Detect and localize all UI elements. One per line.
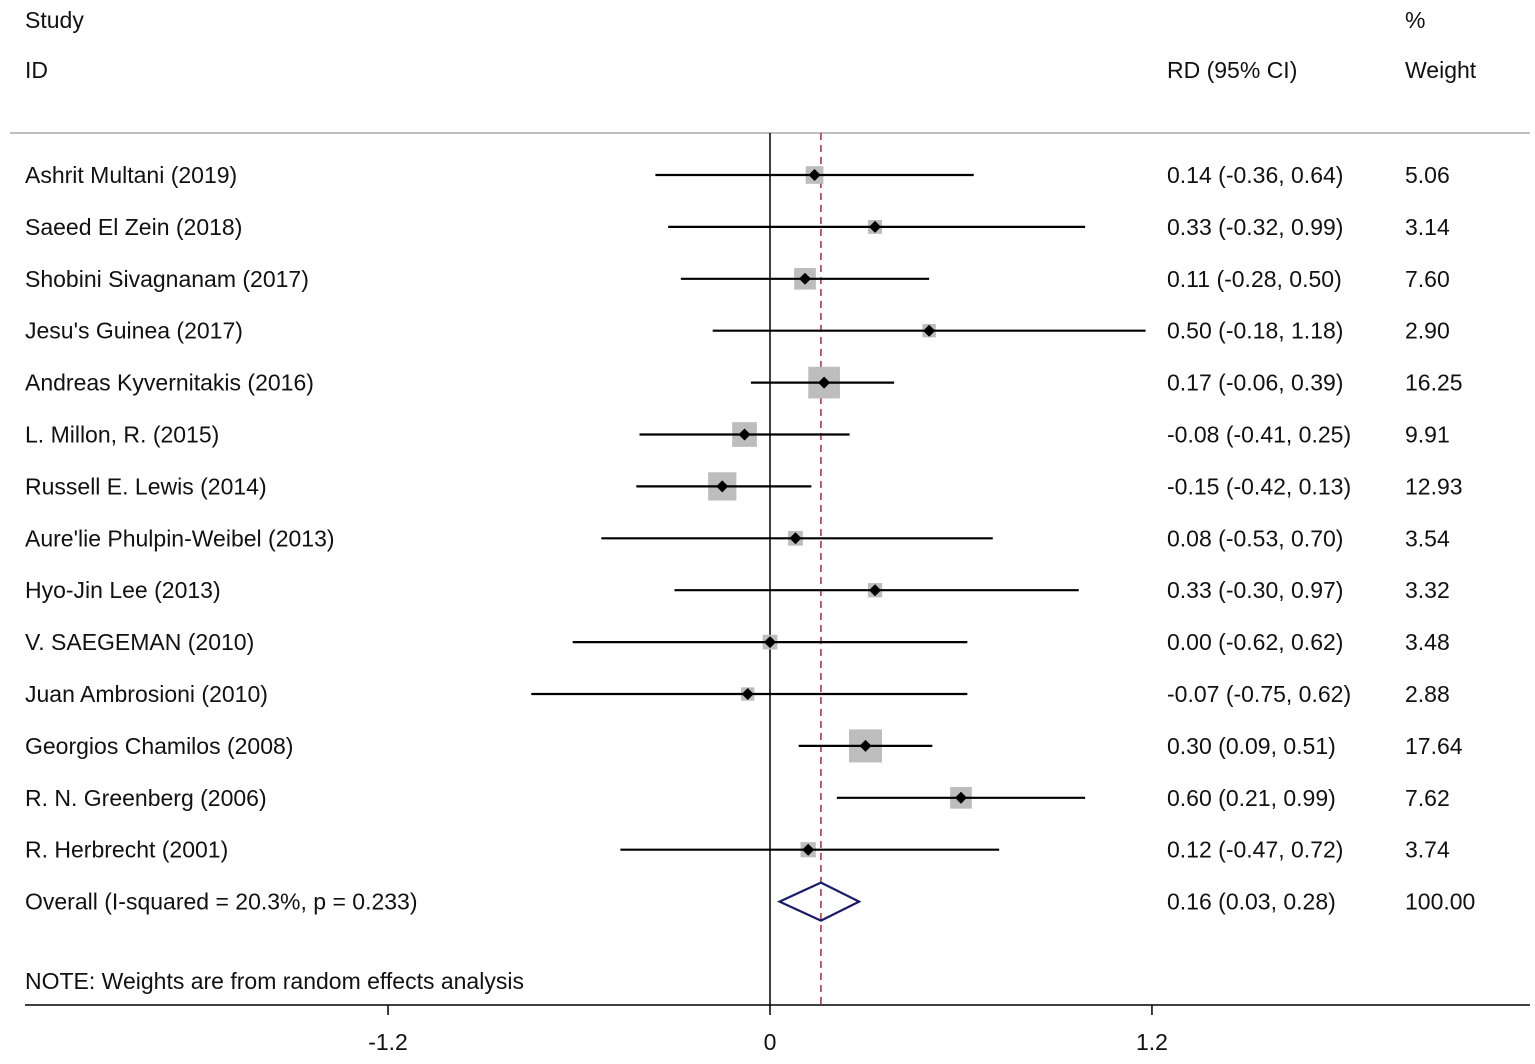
- study-name: R. N. Greenberg (2006): [25, 785, 267, 811]
- study-row: Aure'lie Phulpin-Weibel (2013) 0.08 (-0.5…: [25, 525, 1450, 551]
- weight-value: 2.88: [1405, 681, 1450, 707]
- study-row: Shobini Sivagnanam (2017) 0.11 (-0.28, 0.…: [25, 266, 1450, 292]
- study-name: Andreas Kyvernitakis (2016): [25, 370, 314, 396]
- study-row: Georgios Chamilos (2008) 0.30 (0.09, 0.51…: [25, 729, 1463, 763]
- x-tick-label: 0: [764, 1029, 777, 1055]
- x-tick-label: 1.2: [1136, 1029, 1168, 1055]
- study-row: V. SAEGEMAN (2010) 0.00 (-0.62, 0.62) 3.48: [25, 629, 1450, 655]
- weight-value: 3.48: [1405, 629, 1450, 655]
- point-estimate-marker: [738, 428, 751, 441]
- study-row: Andreas Kyvernitakis (2016) 0.17 (-0.06, …: [25, 366, 1463, 399]
- rd-ci-value: 0.30 (0.09, 0.51): [1167, 733, 1336, 759]
- rd-ci-value: 0.12 (-0.47, 0.72): [1167, 837, 1343, 863]
- weight-value: 12.93: [1405, 473, 1463, 499]
- study-row: L. Millon, R. (2015) -0.08 (-0.41, 0.25) 9…: [25, 422, 1450, 448]
- header-rd: RD (95% CI): [1167, 57, 1297, 83]
- note-text: NOTE: Weights are from random effects an…: [25, 968, 524, 994]
- study-name: Saeed El Zein (2018): [25, 214, 242, 240]
- study-row: Saeed El Zein (2018) 0.33 (-0.32, 0.99) 3.…: [25, 214, 1450, 240]
- weight-value: 5.06: [1405, 162, 1450, 188]
- rd-ci-value: 0.50 (-0.18, 1.18): [1167, 318, 1343, 344]
- point-estimate-marker: [869, 584, 882, 597]
- weight-value: 3.32: [1405, 577, 1450, 603]
- header-weight: Weight: [1405, 57, 1477, 83]
- study-row: Ashrit Multani (2019) 0.14 (-0.36, 0.64) 5…: [25, 162, 1450, 188]
- study-name: V. SAEGEMAN (2010): [25, 629, 254, 655]
- rd-ci-value: 0.33 (-0.32, 0.99): [1167, 214, 1343, 240]
- rd-ci-value: 0.17 (-0.06, 0.39): [1167, 370, 1343, 396]
- rd-ci-value: -0.15 (-0.42, 0.13): [1167, 473, 1351, 499]
- point-estimate-marker: [716, 480, 729, 493]
- study-row: Hyo-Jin Lee (2013) 0.33 (-0.30, 0.97) 3.32: [25, 577, 1450, 603]
- weight-value: 3.74: [1405, 837, 1450, 863]
- overall-label: Overall (I-squared = 20.3%, p = 0.233): [25, 889, 418, 915]
- study-row: Juan Ambrosioni (2010) -0.07 (-0.75, 0.62…: [25, 681, 1450, 707]
- weight-value: 2.90: [1405, 318, 1450, 344]
- weight-value: 3.14: [1405, 214, 1450, 240]
- point-estimate-marker: [923, 324, 936, 337]
- rd-ci-value: 0.00 (-0.62, 0.62): [1167, 629, 1343, 655]
- study-name: Juan Ambrosioni (2010): [25, 681, 268, 707]
- header-percent: %: [1405, 7, 1425, 33]
- rd-ci-value: 0.33 (-0.30, 0.97): [1167, 577, 1343, 603]
- study-row: Jesu's Guinea (2017) 0.50 (-0.18, 1.18) 2.…: [25, 318, 1450, 344]
- study-name: Ashrit Multani (2019): [25, 162, 237, 188]
- study-name: Shobini Sivagnanam (2017): [25, 266, 309, 292]
- rd-ci-value: -0.08 (-0.41, 0.25): [1167, 422, 1351, 448]
- weight-value: 17.64: [1405, 733, 1463, 759]
- rd-ci-value: -0.07 (-0.75, 0.62): [1167, 681, 1351, 707]
- header-id: ID: [25, 57, 48, 83]
- point-estimate-marker: [764, 636, 776, 649]
- overall-diamond: [776, 881, 862, 922]
- rd-ci-value: 0.60 (0.21, 0.99): [1167, 785, 1336, 811]
- study-name: Georgios Chamilos (2008): [25, 733, 293, 759]
- study-name: Jesu's Guinea (2017): [25, 318, 243, 344]
- rd-ci-value: 0.14 (-0.36, 0.64): [1167, 162, 1343, 188]
- study-row: R. N. Greenberg (2006) 0.60 (0.21, 0.99) 7…: [25, 785, 1450, 811]
- point-estimate-marker: [859, 739, 872, 752]
- study-name: Hyo-Jin Lee (2013): [25, 577, 221, 603]
- rd-ci-value: 0.08 (-0.53, 0.70): [1167, 525, 1343, 551]
- point-estimate-marker: [869, 220, 882, 233]
- weight-value: 16.25: [1405, 370, 1463, 396]
- point-estimate-marker: [808, 169, 821, 181]
- study-name: Aure'lie Phulpin-Weibel (2013): [25, 525, 335, 551]
- overall-rd-ci: 0.16 (0.03, 0.28): [1167, 889, 1336, 915]
- x-tick-label: -1.2: [368, 1029, 408, 1055]
- weight-value: 3.54: [1405, 525, 1450, 551]
- point-estimate-marker: [789, 532, 802, 545]
- study-name: L. Millon, R. (2015): [25, 422, 219, 448]
- header-study: Study: [25, 7, 84, 33]
- point-estimate-marker: [818, 376, 831, 389]
- point-estimate-marker: [954, 791, 967, 804]
- overall-weight: 100.00: [1405, 889, 1475, 915]
- weight-value: 9.91: [1405, 422, 1450, 448]
- weight-value: 7.62: [1405, 785, 1450, 811]
- weight-value: 7.60: [1405, 266, 1450, 292]
- study-row: R. Herbrecht (2001) 0.12 (-0.47, 0.72) 3.7…: [25, 837, 1450, 863]
- rd-ci-value: 0.11 (-0.28, 0.50): [1167, 266, 1342, 292]
- overall-row: Overall (I-squared = 20.3%, p = 0.233) 0.…: [25, 881, 1475, 922]
- point-estimate-marker: [802, 843, 815, 856]
- study-name: R. Herbrecht (2001): [25, 837, 228, 863]
- point-estimate-marker: [799, 272, 812, 285]
- point-estimate-marker: [741, 688, 754, 700]
- study-row: Russell E. Lewis (2014) -0.15 (-0.42, 0.1…: [25, 472, 1463, 501]
- study-name: Russell E. Lewis (2014): [25, 473, 267, 499]
